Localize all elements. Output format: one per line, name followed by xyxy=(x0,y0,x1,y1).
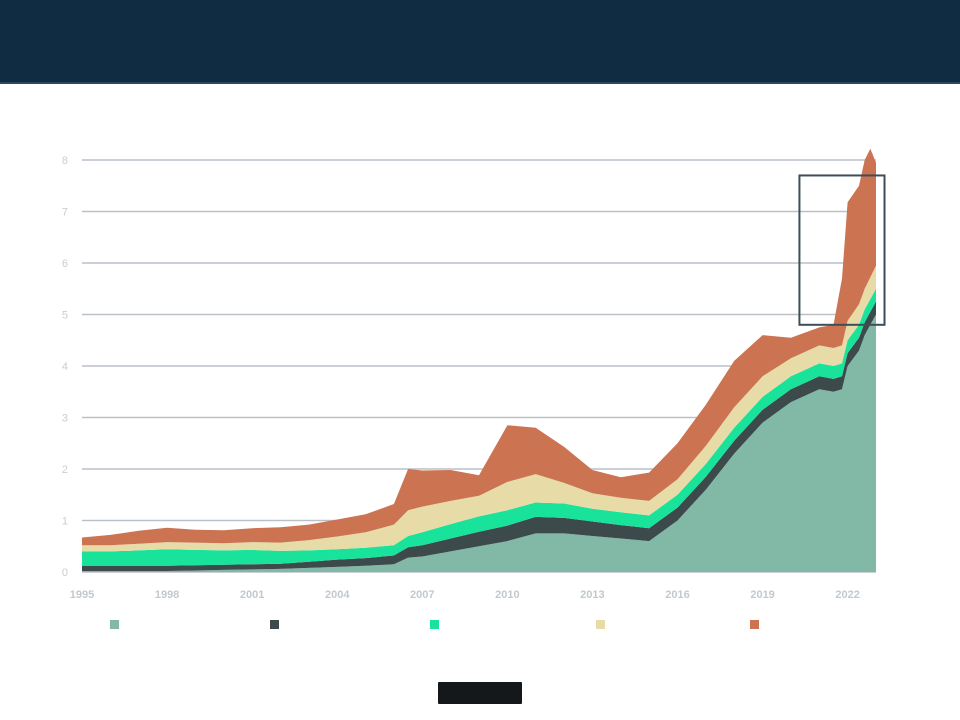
x-tick-label: 2004 xyxy=(325,589,350,601)
y-tick-label: 5 xyxy=(62,310,68,322)
legend-item xyxy=(110,620,127,629)
x-tick-label: 2019 xyxy=(750,589,774,601)
y-tick-label: 1 xyxy=(62,516,68,528)
stacked-area-chart: 0 1 2 3 4 5 6 7 8 1995 1998 2001 2004 2007 2010 2013 20… xyxy=(62,148,886,601)
x-tick-label: 2010 xyxy=(495,589,519,601)
x-tick-label: 2013 xyxy=(580,589,604,601)
footer-bar xyxy=(438,682,522,704)
x-tick-label: 2022 xyxy=(835,589,859,601)
x-tick-label: 2001 xyxy=(240,589,264,601)
header-divider xyxy=(0,82,960,84)
legend-swatch xyxy=(270,620,279,629)
legend-item xyxy=(270,620,287,629)
area-series xyxy=(82,148,876,572)
area-series-3 xyxy=(82,288,876,566)
header-bar xyxy=(0,0,960,82)
x-tick-label: 2007 xyxy=(410,589,434,601)
y-axis-ticks: 0 1 2 3 4 5 6 7 8 xyxy=(62,155,68,579)
area-series-5 xyxy=(82,148,876,546)
x-tick-label: 2016 xyxy=(665,589,689,601)
chart-legend xyxy=(110,620,890,640)
legend-swatch xyxy=(430,620,439,629)
area-series-1 xyxy=(82,314,876,572)
legend-item xyxy=(750,620,767,629)
legend-swatch xyxy=(596,620,605,629)
highlight-box xyxy=(798,174,886,326)
y-tick-label: 0 xyxy=(62,567,68,579)
legend-item xyxy=(430,620,447,629)
x-axis-ticks: 1995 1998 2001 2004 2007 2010 2013 2016 2019 2022 xyxy=(70,589,860,601)
legend-swatch xyxy=(750,620,759,629)
area-series-4 xyxy=(82,265,876,552)
y-tick-label: 6 xyxy=(62,258,68,270)
grid-lines xyxy=(82,159,876,573)
y-tick-label: 3 xyxy=(62,413,68,425)
y-tick-label: 7 xyxy=(62,207,68,219)
legend-item xyxy=(596,620,613,629)
x-tick-label: 1995 xyxy=(70,589,94,601)
legend-swatch xyxy=(110,620,119,629)
x-tick-label: 1998 xyxy=(155,589,179,601)
y-tick-label: 2 xyxy=(62,464,68,476)
y-tick-label: 8 xyxy=(62,155,68,167)
y-tick-label: 4 xyxy=(62,361,68,373)
